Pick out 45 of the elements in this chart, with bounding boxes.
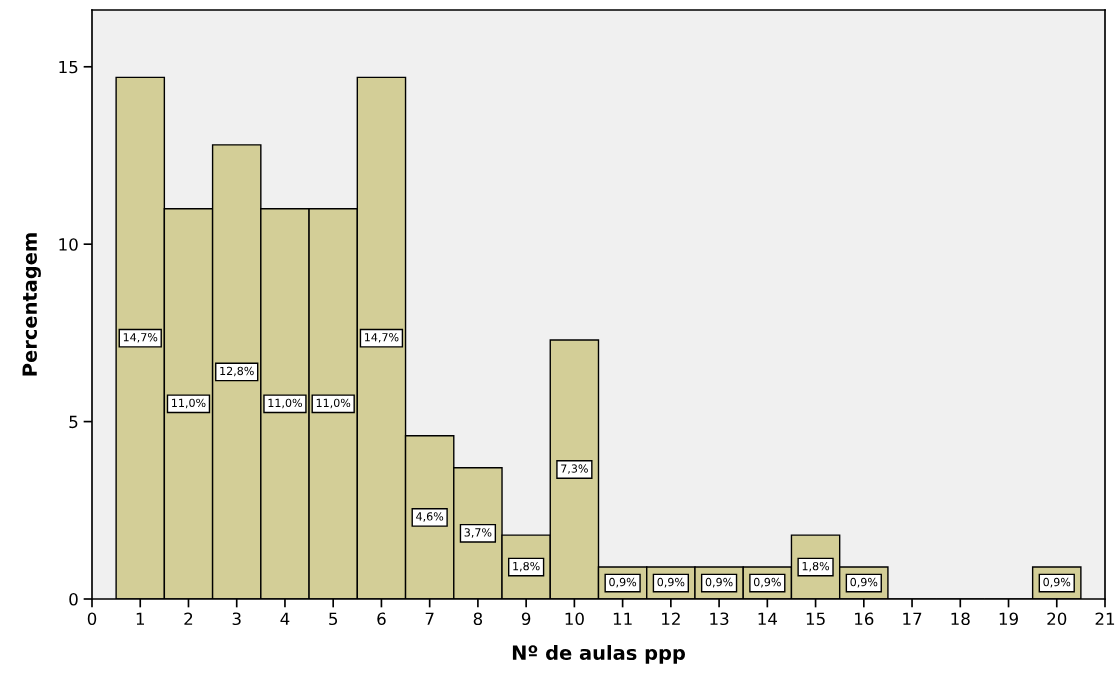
x-tick-label: 10 xyxy=(565,612,584,626)
data-label: 0,9% xyxy=(850,577,878,588)
y-tick-label: 15 xyxy=(59,60,78,74)
y-tick-label: 5 xyxy=(69,415,78,429)
x-tick-label: 14 xyxy=(758,612,777,625)
data-label: 0,9% xyxy=(609,577,637,588)
x-tick-label: 7 xyxy=(425,612,434,625)
x-tick-label: 1 xyxy=(136,612,144,625)
data-label: 14,7% xyxy=(123,333,158,343)
data-label: 3,7% xyxy=(464,528,492,538)
data-label: 14,7% xyxy=(365,333,399,343)
x-tick-label: 3 xyxy=(232,612,241,626)
data-label: 0,9% xyxy=(705,577,733,588)
x-tick-label: 9 xyxy=(521,612,531,626)
x-tick-label: 19 xyxy=(999,612,1018,626)
x-tick-label: 21 xyxy=(1095,612,1115,625)
data-label: 12,8% xyxy=(220,366,254,377)
y-tick-label: 0 xyxy=(69,592,78,606)
y-axis-title: Percentagem xyxy=(22,233,41,376)
data-label: 1,8% xyxy=(802,561,830,572)
y-tick-label: 10 xyxy=(59,238,78,251)
x-tick-label: 4 xyxy=(280,612,290,625)
data-label: 0,9% xyxy=(1043,577,1071,588)
x-tick-label: 5 xyxy=(329,612,338,626)
x-tick-label: 11 xyxy=(613,612,632,625)
x-tick-label: 20 xyxy=(1047,612,1067,626)
data-label: 11,0% xyxy=(268,398,302,409)
data-label: 0,9% xyxy=(753,577,781,588)
data-label: 11,0% xyxy=(316,398,351,409)
x-tick-label: 16 xyxy=(855,612,874,626)
x-tick-label: 15 xyxy=(806,612,825,626)
x-tick-label: 6 xyxy=(377,612,386,626)
x-axis-title: Nº de aulas ppp xyxy=(512,644,685,664)
x-tick-label: 12 xyxy=(662,612,680,625)
data-label: 4,6% xyxy=(416,512,444,522)
x-tick-label: 18 xyxy=(951,612,970,626)
data-label: 1,8% xyxy=(513,561,540,572)
x-tick-label: 0 xyxy=(87,612,97,626)
x-tick-label: 2 xyxy=(184,612,193,625)
data-label: 7,3% xyxy=(561,464,588,474)
data-label: 0,9% xyxy=(657,577,685,588)
data-label: 11,0% xyxy=(172,398,206,409)
x-tick-label: 8 xyxy=(473,612,483,626)
x-tick-label: 13 xyxy=(710,612,729,626)
x-tick-label: 17 xyxy=(903,612,922,625)
